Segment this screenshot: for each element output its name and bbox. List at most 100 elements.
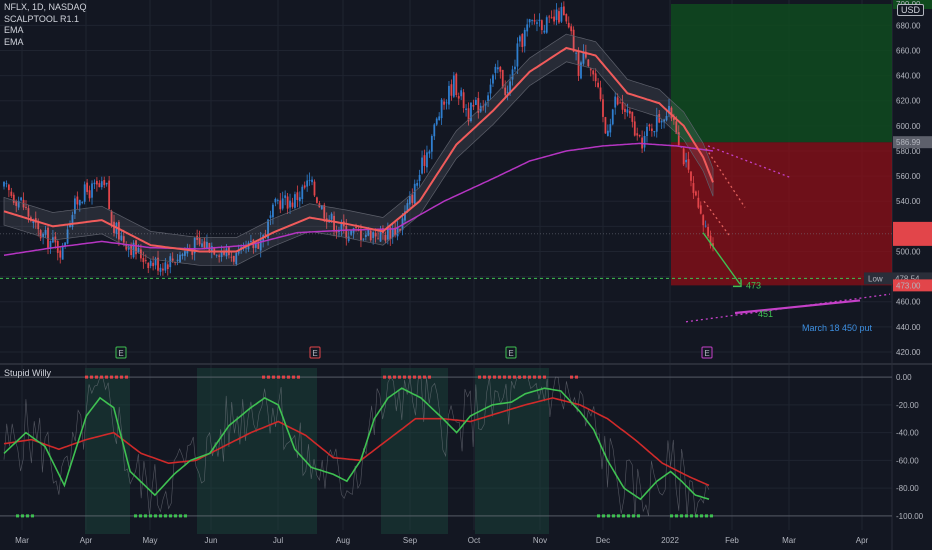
support-dots [685, 293, 891, 323]
os-dot [134, 514, 137, 518]
os-dot [26, 514, 29, 518]
candle-body [423, 155, 426, 166]
indicator-scalptool[interactable]: SCALPTOOL R1.1 [4, 13, 80, 24]
ema-fast-line [3, 46, 714, 253]
ob-dot [508, 375, 511, 379]
x-tick-label: Apr [856, 536, 869, 545]
ob-dot [120, 375, 123, 379]
candle-body [25, 206, 27, 208]
y-tick-label: 660.00 [896, 46, 921, 55]
earnings-label: E [312, 349, 317, 358]
ob-dot [488, 375, 491, 379]
ob-dot [408, 375, 411, 379]
candle-body [562, 6, 565, 16]
candle-body [335, 230, 338, 233]
candle-body [110, 210, 113, 225]
earnings-marker [309, 346, 321, 359]
candle-body [125, 244, 128, 250]
os-dot [184, 514, 187, 518]
candle-body [369, 230, 372, 241]
candle-body [594, 73, 597, 82]
candle-body [164, 262, 167, 271]
candle-body [130, 245, 133, 256]
ob-dot [115, 375, 118, 379]
candle-body [78, 199, 81, 206]
ob-dot [513, 375, 516, 379]
y-tick-label: 680.00 [896, 21, 921, 30]
candle-body [303, 185, 306, 188]
low-badge-value: 478.54 [895, 274, 920, 283]
candle-body [582, 51, 585, 64]
earnings-marker [505, 346, 517, 359]
candle-body [118, 221, 120, 240]
y-tick-label: 420.00 [896, 348, 921, 357]
candle-body [487, 95, 489, 102]
osc-fast-line [3, 387, 710, 501]
ema-lines [3, 33, 714, 266]
candle-body [457, 96, 460, 99]
indicator-ema-1[interactable]: EMA [4, 25, 24, 35]
ob-dot [418, 375, 421, 379]
candle-body [372, 232, 375, 238]
x-tick-label: 2022 [661, 536, 679, 545]
candle-body [350, 230, 353, 235]
candle-body [687, 159, 690, 170]
candle-body [223, 250, 225, 255]
ob-dot [413, 375, 416, 379]
trade-zones [0, 4, 892, 286]
candle-body [206, 241, 208, 248]
y-tick-label: 500.00 [896, 247, 921, 256]
candle-body [682, 148, 685, 165]
candle-body [611, 109, 614, 125]
candle-body [323, 204, 326, 219]
candle-body [149, 260, 152, 266]
candle-body [64, 242, 67, 247]
candle-body [196, 235, 199, 240]
candle-body [179, 254, 181, 263]
candle-body [702, 215, 705, 226]
ob-dot [125, 375, 128, 379]
symbol-title[interactable]: NFLX, 1D, NASDAQ [4, 2, 87, 12]
candle-body [428, 151, 431, 154]
oscillator-title[interactable]: Stupid Willy [4, 368, 52, 378]
candle-body [528, 19, 531, 23]
candle-body [93, 182, 96, 185]
candle-body [181, 254, 184, 256]
ob-dot [85, 375, 88, 379]
candle-body [709, 235, 712, 246]
ob-dot [287, 375, 290, 379]
ob-dot [543, 375, 546, 379]
candle-body [47, 227, 49, 248]
ob-dot [478, 375, 481, 379]
candle-body [69, 224, 71, 228]
candle-body [367, 228, 370, 236]
os-dot [144, 514, 147, 518]
candle-body [435, 118, 438, 125]
candle-body [264, 234, 267, 236]
candle-body [663, 119, 666, 123]
candle-body [42, 233, 45, 238]
candle-body [460, 90, 463, 97]
x-tick-label: Feb [725, 536, 739, 545]
annotation-put: March 18 450 put [802, 323, 873, 333]
candle-body [171, 258, 174, 261]
candle-body [655, 115, 658, 132]
osc-tick-label: -40.00 [896, 429, 919, 438]
candle-body [357, 230, 360, 232]
candle-body [88, 190, 91, 199]
candle-body [448, 85, 450, 105]
candle-body [237, 249, 240, 254]
x-tick-label: Sep [403, 536, 418, 545]
candle-body [555, 9, 558, 20]
candle-body [360, 229, 362, 240]
candle-body [59, 250, 62, 258]
candle-body [614, 96, 617, 108]
candle-body [553, 16, 555, 22]
ob-dot [523, 375, 526, 379]
os-dot [31, 514, 34, 518]
os-dot [179, 514, 182, 518]
currency-badge[interactable]: USD [896, 4, 924, 16]
indicator-ema-2[interactable]: EMA [4, 36, 24, 47]
candle-body [599, 87, 602, 100]
